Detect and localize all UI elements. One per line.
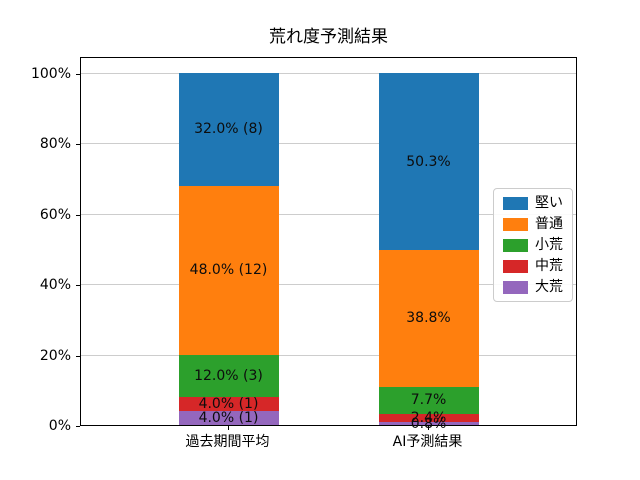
y-axis-tick-mark [76,355,80,357]
legend-swatch-moderately-rough [503,259,528,273]
chart-title: 荒れ度予測結果 [269,27,388,47]
bar-segment-normal [178,185,279,355]
legend-label-very-rough: 大荒 [535,279,563,295]
gridline [81,354,576,356]
y-axis-tick-mark [76,144,80,146]
gridline [81,213,576,215]
y-axis-tick-label: 60% [39,206,71,223]
bar-segment-normal [378,250,479,387]
x-axis-tick-mark [427,426,429,430]
bar-segment-label-normal: 48.0% (12) [189,262,268,279]
legend-item-firm: 堅い [503,195,563,211]
bar-segment-label-slightly-rough: 12.0% (3) [194,367,263,384]
bar-segment-label-very-rough: 0.8% [410,415,447,432]
legend-swatch-normal [503,217,528,231]
gridline [81,143,576,145]
bar-segment-label-moderately-rough: 4.0% (1) [198,395,259,412]
bar-segment-label-normal: 38.8% [406,310,451,327]
bar-segment-label-firm: 50.3% [406,153,451,170]
legend-label-normal: 普通 [535,216,563,232]
x-axis-tick-label: 過去期間平均 [185,434,270,450]
x-axis: 過去期間平均 AI予測結果 [80,426,577,470]
x-axis-tick-label: AI予測結果 [392,434,463,450]
bar-segment-firm [178,73,279,186]
y-axis-tick-label: 0% [48,418,71,434]
legend-swatch-slightly-rough [503,238,528,252]
bar-segment-very-rough [178,410,279,425]
bar-segment-moderately-rough [178,396,279,411]
legend-label-moderately-rough: 中荒 [535,258,563,274]
bar-segment-very-rough [378,422,479,425]
y-axis-tick-label: 100% [30,66,71,82]
y-axis-tick-mark [76,74,80,75]
legend-item-slightly-rough: 小荒 [503,237,563,253]
x-axis-tick-mark [227,426,229,430]
legend-label-slightly-rough: 小荒 [535,237,563,253]
legend-item-normal: 普通 [503,216,563,232]
y-axis: 0% 20% 40% 60% 80% 100% [0,57,80,434]
bar-segment-moderately-rough [378,413,479,423]
y-axis-tick-label: 20% [39,347,71,364]
gridline [81,284,576,286]
bar-segment-firm [378,73,479,251]
bar-segment-slightly-rough [378,386,479,414]
legend: 堅い普通小荒中荒大荒 [493,188,573,302]
legend-label-firm: 堅い [535,195,563,211]
legend-swatch-very-rough [503,280,528,294]
bar-segment-label-very-rough: 4.0% (1) [198,409,259,426]
legend-item-very-rough: 大荒 [503,279,563,295]
y-axis-tick-label: 80% [39,136,71,153]
y-axis-tick-label: 40% [39,277,71,294]
gridline [81,73,576,74]
bar-segment-slightly-rough [178,354,279,397]
bar-segment-label-firm: 32.0% (8) [194,121,263,138]
y-axis-tick-mark [76,214,80,216]
y-axis-tick-mark [76,285,80,287]
bar-segment-label-moderately-rough: 2.4% [410,409,447,426]
legend-item-moderately-rough: 中荒 [503,258,563,274]
legend-swatch-firm [503,196,528,210]
y-axis-tick-mark [76,426,80,427]
bar-segment-label-slightly-rough: 7.7% [410,392,447,409]
